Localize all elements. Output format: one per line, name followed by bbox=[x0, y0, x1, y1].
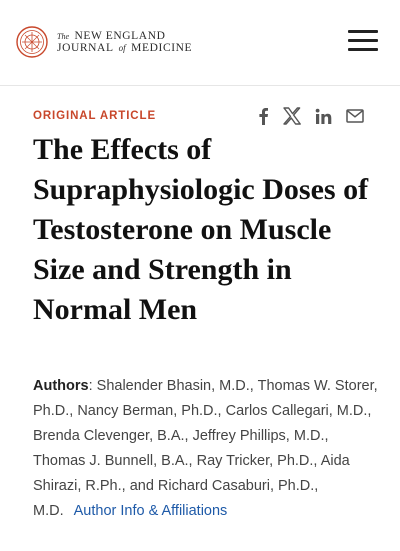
masthead-line-1: The NEW ENGLAND bbox=[57, 30, 192, 42]
masthead-medicine: MEDICINE bbox=[131, 42, 193, 54]
email-icon[interactable] bbox=[346, 109, 364, 123]
article-title: The Effects of Supraphysiologic Doses of… bbox=[33, 133, 369, 326]
masthead-line-2: JOURNAL of MEDICINE bbox=[57, 42, 192, 54]
menu-bar bbox=[348, 48, 378, 51]
hamburger-menu-icon[interactable] bbox=[348, 30, 378, 52]
nejm-logo-link[interactable]: The NEW ENGLAND JOURNAL of MEDICINE bbox=[16, 24, 192, 60]
share-bar bbox=[243, 107, 364, 125]
masthead-journal: JOURNAL bbox=[57, 42, 114, 54]
nejm-seal-icon bbox=[16, 26, 48, 58]
masthead-the: The bbox=[57, 31, 69, 41]
authors-label: Authors bbox=[33, 378, 89, 394]
journal-masthead: The NEW ENGLAND JOURNAL of MEDICINE bbox=[57, 30, 192, 54]
linkedin-icon[interactable] bbox=[315, 108, 332, 125]
article-type-label: ORIGINAL ARTICLE bbox=[33, 110, 157, 122]
menu-bar bbox=[348, 39, 378, 42]
author-info-affiliations-link[interactable]: Author Info & Affiliations bbox=[73, 503, 228, 519]
site-header: The NEW ENGLAND JOURNAL of MEDICINE bbox=[0, 0, 400, 86]
masthead-new-england: NEW ENGLAND bbox=[74, 29, 166, 42]
authors-block: Authors: Shalender Bhasin, M.D., Thomas … bbox=[33, 374, 378, 524]
masthead-of: of bbox=[118, 43, 126, 53]
menu-bar bbox=[348, 30, 378, 33]
facebook-icon[interactable] bbox=[257, 107, 269, 125]
authors-list: : Shalender Bhasin, M.D., Thomas W. Stor… bbox=[33, 378, 378, 519]
x-icon[interactable] bbox=[283, 107, 301, 125]
